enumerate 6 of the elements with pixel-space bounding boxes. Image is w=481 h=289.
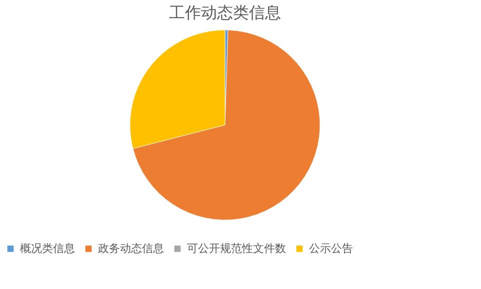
legend-label: 公示公告	[309, 242, 353, 255]
legend-label: 概况类信息	[20, 242, 75, 255]
legend-label: 可公开规范性文件数	[187, 242, 286, 255]
chart-title: 工作动态类信息	[169, 3, 281, 22]
legend-label: 政务动态信息	[98, 242, 164, 255]
pie-slice	[132, 30, 320, 220]
